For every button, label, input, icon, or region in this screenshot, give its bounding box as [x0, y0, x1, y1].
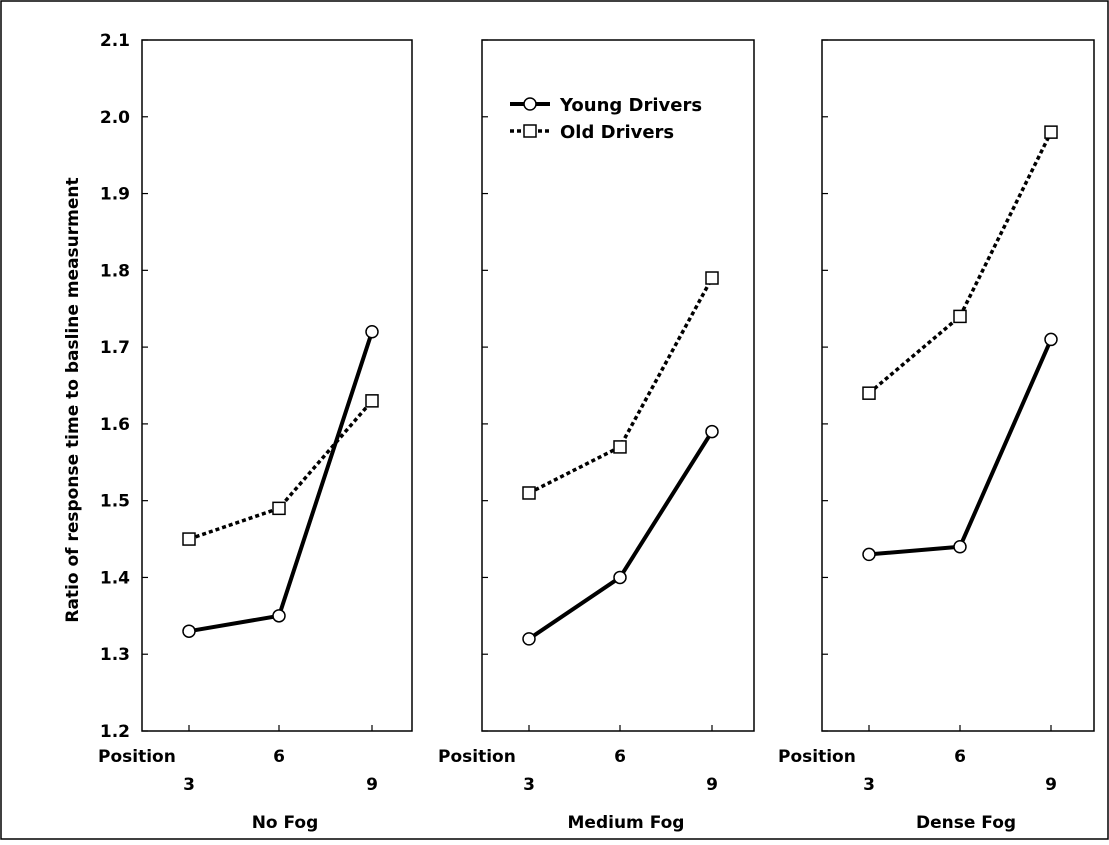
- panel-label: Medium Fog: [568, 813, 685, 833]
- x-tick-label: 3: [183, 775, 195, 795]
- data-point-old-drivers: [1044, 125, 1058, 139]
- x-tick-label: 9: [706, 775, 718, 795]
- data-point-young-drivers: [705, 424, 719, 439]
- y-tick-label: 1.8: [100, 261, 130, 281]
- x-tick-label: 6: [614, 747, 626, 767]
- data-point-old-drivers: [862, 386, 876, 400]
- x-tick-label: 3: [523, 775, 535, 795]
- series-line-old-drivers: [188, 399, 374, 541]
- data-point-young-drivers: [365, 325, 379, 339]
- data-point-young-drivers: [182, 624, 196, 638]
- y-tick-label: 1.2: [100, 722, 130, 742]
- panel-frame-2: [481, 39, 755, 732]
- y-tick-label: 1.7: [100, 338, 130, 358]
- data-point-young-drivers: [953, 539, 967, 554]
- legend-marker-young-drivers: [523, 97, 537, 111]
- legend-marker-old-drivers: [523, 124, 537, 138]
- data-point-young-drivers: [522, 632, 536, 646]
- data-point-old-drivers: [272, 501, 286, 516]
- data-point-young-drivers: [272, 609, 286, 623]
- data-point-young-drivers: [862, 547, 876, 562]
- y-tick-label: 1.3: [100, 645, 130, 665]
- panel-label: No Fog: [252, 813, 319, 833]
- data-point-young-drivers: [613, 570, 627, 585]
- data-point-young-drivers: [1044, 332, 1058, 347]
- x-tick-label: 6: [954, 747, 966, 767]
- data-point-old-drivers: [705, 271, 719, 285]
- x-tick-label: 9: [1045, 775, 1057, 795]
- x-prefix-label: Position: [98, 747, 176, 767]
- x-prefix-label: Position: [438, 747, 516, 767]
- y-tick-label: 1.5: [100, 492, 130, 512]
- legend-label-young-drivers: Young Drivers: [559, 95, 702, 116]
- x-tick-label: 3: [863, 775, 875, 795]
- data-point-old-drivers: [953, 309, 967, 324]
- series-line-old-drivers: [528, 277, 714, 495]
- y-tick-label: 1.6: [100, 415, 130, 435]
- x-tick-label: 9: [366, 775, 378, 795]
- data-point-old-drivers: [182, 532, 196, 546]
- legend-label-old-drivers: Old Drivers: [560, 122, 674, 143]
- series-line-old-drivers: [867, 131, 1053, 395]
- y-tick-label: 1.9: [100, 185, 130, 205]
- data-point-old-drivers: [522, 486, 536, 500]
- series-line-young-drivers: [527, 430, 714, 641]
- panel-frame-3: [821, 39, 1095, 732]
- y-tick-label: 1.4: [100, 568, 130, 588]
- series-line-young-drivers: [868, 338, 1053, 557]
- x-prefix-label: Position: [778, 747, 856, 767]
- x-tick-label: 6: [273, 747, 285, 767]
- y-tick-label: 2.1: [100, 31, 130, 51]
- panel-frame-1: [141, 39, 413, 732]
- y-tick-label: 2.0: [100, 108, 130, 128]
- panel-label: Dense Fog: [916, 813, 1016, 833]
- data-point-old-drivers: [613, 440, 627, 454]
- series-line-young-drivers: [188, 331, 374, 634]
- data-point-old-drivers: [365, 394, 379, 408]
- y-axis-label: Ratio of response time to basline measur…: [63, 177, 83, 622]
